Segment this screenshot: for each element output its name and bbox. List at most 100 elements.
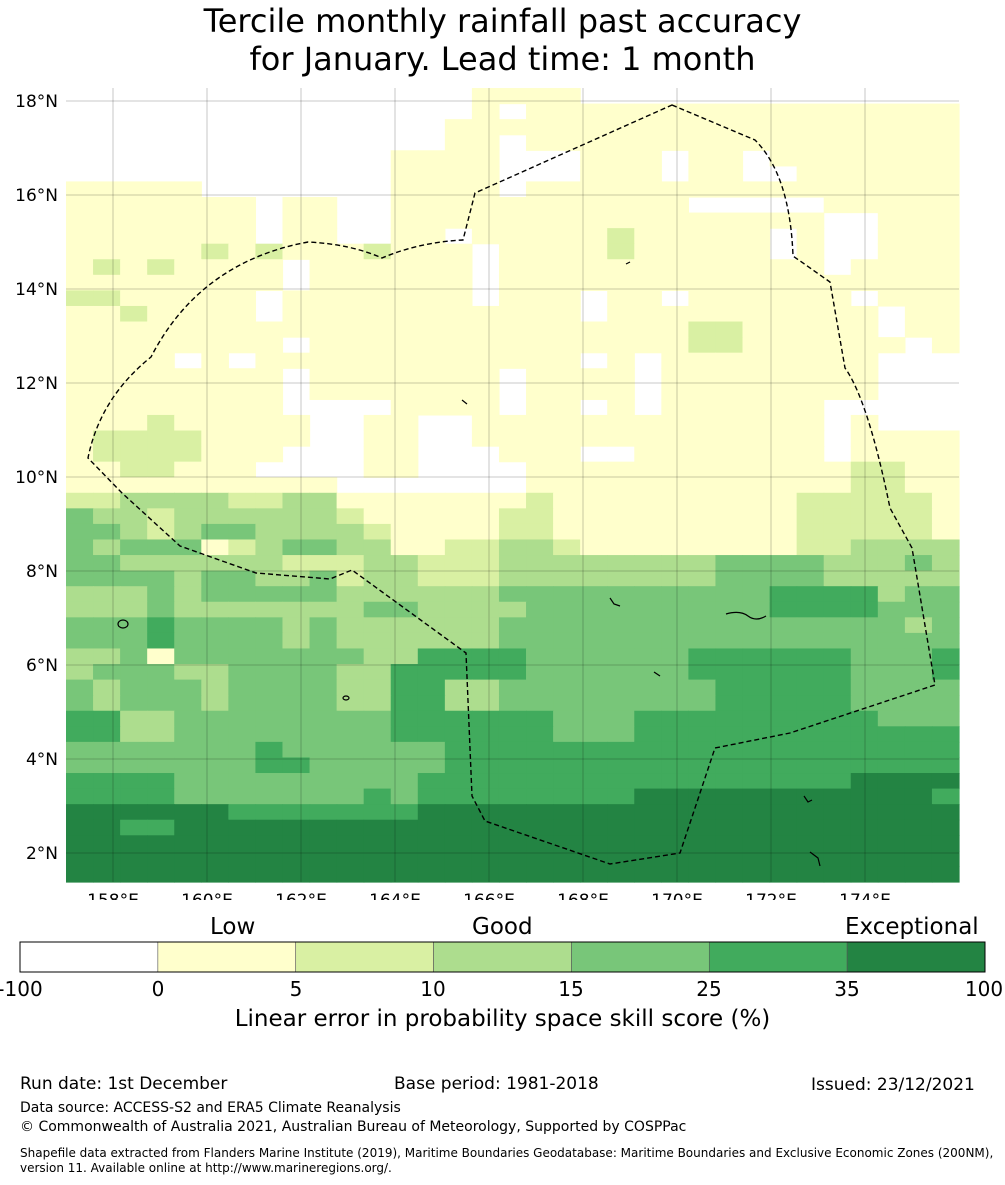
skill-cell — [688, 290, 717, 307]
skill-cell — [390, 555, 419, 572]
chart-title: Tercile monthly rainfall past accuracy f… — [0, 2, 1005, 78]
skill-cell — [498, 119, 527, 136]
skill-cell — [904, 850, 933, 868]
skill-cell — [444, 150, 473, 167]
skill-cell — [417, 726, 446, 743]
skill-cell — [688, 321, 717, 338]
skill-cell — [174, 305, 202, 323]
longitude-tick-label: 166°E — [463, 891, 515, 900]
skill-cell — [850, 773, 879, 790]
skill-cell — [796, 695, 825, 712]
skill-cell — [93, 321, 121, 338]
skill-cell — [93, 352, 121, 369]
skill-cell — [174, 648, 202, 665]
skill-cell — [174, 695, 202, 712]
colorbar-tick: 25 — [696, 977, 722, 1001]
skill-cell — [931, 726, 960, 743]
skill-cell — [715, 134, 744, 151]
skill-cell — [904, 461, 933, 478]
skill-cell — [471, 414, 500, 432]
skill-cell — [201, 290, 229, 307]
skill-cell — [282, 228, 311, 245]
skill-cell — [715, 508, 744, 525]
skill-cell — [553, 352, 581, 369]
skill-cell — [823, 477, 852, 494]
skill-cell — [309, 523, 338, 541]
skill-cell — [715, 523, 744, 541]
skill-cell — [417, 866, 446, 883]
skill-cell — [201, 648, 229, 665]
skill-cell — [147, 804, 175, 821]
skill-cell — [526, 835, 554, 852]
skill-cell — [850, 523, 879, 541]
skill-cell — [607, 243, 635, 260]
map-gridlines — [66, 88, 959, 882]
skill-cell — [688, 165, 717, 183]
skill-cell — [904, 523, 933, 541]
skill-cell — [66, 601, 94, 618]
skill-cell — [444, 523, 473, 541]
skill-cell — [931, 430, 960, 447]
skill-cell — [66, 819, 94, 836]
skill-cell — [904, 103, 933, 120]
skill-cell — [742, 181, 771, 198]
skill-cell — [796, 290, 825, 307]
skill-cell — [282, 835, 311, 852]
skill-cell — [904, 228, 933, 245]
skill-cell — [309, 695, 338, 712]
skill-cell — [147, 492, 175, 509]
skill-cell — [471, 664, 500, 681]
skill-cell — [309, 819, 338, 836]
skill-cell — [174, 523, 202, 541]
skill-cell — [498, 850, 527, 868]
skill-cell — [661, 181, 689, 198]
skill-cell — [471, 305, 500, 323]
skill-cell — [661, 383, 689, 400]
skill-cell — [769, 352, 798, 369]
skill-cell — [390, 664, 419, 681]
skill-cell — [553, 477, 581, 494]
skill-cell — [850, 835, 879, 852]
skill-cell — [931, 305, 960, 323]
skill-cell — [390, 695, 419, 712]
skill-cell — [607, 617, 635, 634]
skill-cell — [93, 508, 121, 525]
skill-cell — [823, 103, 852, 120]
skill-cell — [363, 710, 392, 727]
skill-cell — [904, 305, 933, 323]
skill-cell — [255, 648, 284, 665]
skill-cell — [553, 181, 581, 198]
skill-cell — [363, 539, 392, 556]
colorbar-swatch — [708, 941, 848, 973]
skill-cell — [850, 274, 879, 291]
skill-cell — [147, 539, 175, 556]
skill-cell — [120, 804, 148, 821]
skill-cell — [553, 399, 581, 416]
shapefile-credit: Shapefile data extracted from Flanders M… — [20, 1146, 994, 1175]
skill-cell — [498, 804, 527, 821]
skill-cell — [634, 119, 662, 136]
skill-cell — [228, 570, 257, 587]
skill-cell — [66, 632, 94, 650]
skill-cell — [228, 446, 257, 463]
skill-cell — [877, 819, 906, 836]
skill-cell — [526, 617, 554, 634]
skill-cell — [850, 119, 879, 136]
skill-cell — [877, 866, 906, 883]
skill-cell — [228, 788, 257, 805]
skill-cell — [201, 243, 229, 260]
skill-cell — [444, 850, 473, 868]
skill-cell — [174, 399, 202, 416]
skill-cell — [147, 368, 175, 385]
skill-cell — [796, 819, 825, 836]
skill-cell — [553, 430, 581, 447]
skill-cell — [715, 305, 744, 323]
skill-cell — [769, 586, 798, 603]
skill-cell — [796, 804, 825, 821]
skill-cell — [201, 399, 229, 416]
skill-cell — [147, 819, 175, 836]
skill-cell — [607, 305, 635, 323]
skill-cell — [634, 243, 662, 260]
skill-cell — [147, 508, 175, 525]
skill-cell — [796, 508, 825, 525]
